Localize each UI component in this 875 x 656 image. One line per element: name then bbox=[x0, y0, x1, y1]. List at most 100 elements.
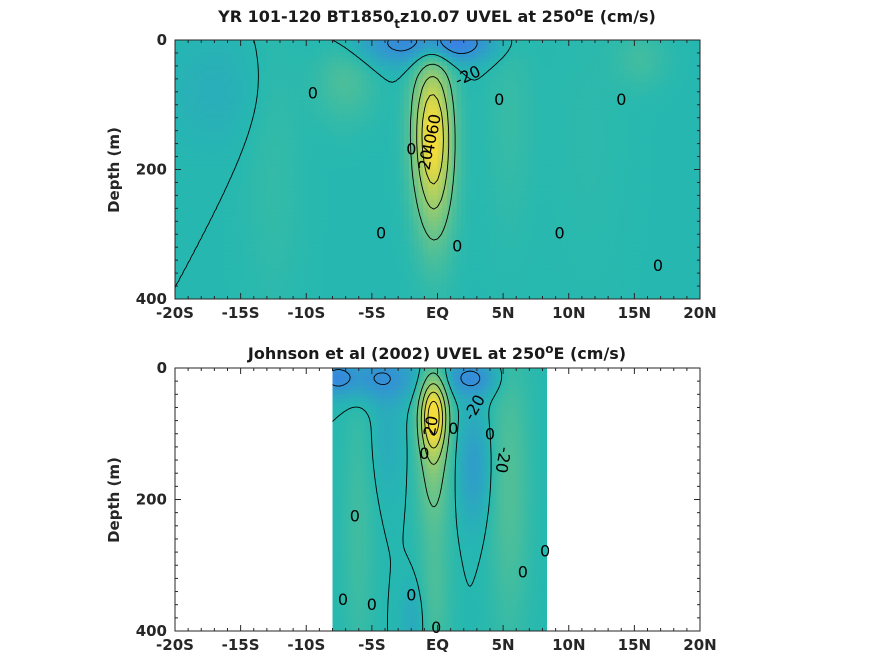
field-cell bbox=[432, 277, 439, 283]
field-cell bbox=[303, 109, 310, 114]
field-cell bbox=[389, 100, 396, 106]
field-cell bbox=[437, 191, 443, 196]
field-cell bbox=[542, 186, 548, 192]
field-cell bbox=[241, 143, 248, 149]
field-cell bbox=[413, 290, 420, 296]
field-cell bbox=[466, 281, 472, 287]
field-cell bbox=[332, 260, 338, 266]
field-cell bbox=[246, 186, 252, 192]
field-cell bbox=[475, 40, 482, 45]
field-cell bbox=[232, 130, 238, 136]
field-cell bbox=[208, 173, 214, 179]
field-cell bbox=[337, 87, 343, 93]
field-cell bbox=[494, 96, 501, 102]
field-cell bbox=[532, 242, 539, 248]
field-cell bbox=[265, 268, 272, 274]
title-part: t bbox=[394, 17, 400, 31]
field-cell bbox=[332, 126, 338, 132]
field-cell bbox=[461, 290, 467, 296]
field-cell bbox=[299, 225, 305, 231]
field-cell bbox=[466, 178, 472, 184]
field-cell bbox=[375, 264, 381, 270]
field-cell bbox=[399, 169, 405, 175]
field-cell bbox=[213, 264, 219, 270]
field-cell bbox=[322, 40, 329, 45]
field-cell bbox=[356, 277, 362, 283]
field-cell bbox=[284, 199, 291, 205]
field-cell bbox=[365, 139, 372, 145]
field-cell bbox=[232, 87, 238, 93]
field-cell bbox=[423, 147, 429, 153]
field-cell bbox=[241, 290, 248, 296]
field-cell bbox=[528, 173, 534, 179]
field-cell bbox=[313, 251, 319, 257]
field-cell bbox=[227, 290, 233, 296]
field-cell bbox=[518, 208, 525, 214]
field-cell bbox=[303, 268, 310, 274]
field-cell bbox=[217, 208, 224, 214]
field-cell bbox=[327, 130, 334, 136]
field-cell bbox=[532, 126, 539, 132]
field-cell bbox=[203, 255, 210, 261]
field-cell bbox=[509, 143, 515, 149]
field-cell bbox=[528, 238, 534, 244]
field-cell bbox=[461, 126, 467, 132]
field-cell bbox=[194, 264, 200, 270]
field-cell bbox=[289, 286, 295, 291]
field-cell bbox=[566, 212, 572, 218]
field-cell bbox=[408, 134, 415, 140]
field-cell bbox=[399, 225, 405, 231]
field-cell bbox=[547, 191, 553, 196]
field-cell bbox=[404, 96, 410, 102]
field-cell bbox=[413, 238, 420, 244]
field-cell bbox=[318, 160, 324, 166]
field-cell bbox=[251, 255, 257, 261]
field-cell bbox=[260, 113, 267, 119]
field-cell bbox=[265, 173, 272, 179]
field-cell bbox=[203, 48, 210, 54]
field-cell bbox=[490, 74, 496, 80]
field-cell bbox=[189, 199, 195, 205]
field-cell bbox=[528, 212, 534, 218]
field-cell bbox=[284, 221, 291, 227]
field-cell bbox=[365, 277, 372, 283]
field-cell bbox=[432, 264, 439, 270]
field-cell bbox=[342, 48, 348, 54]
field-cell bbox=[566, 216, 572, 222]
field-cell bbox=[256, 264, 262, 270]
field-cell bbox=[485, 268, 491, 274]
field-cell bbox=[518, 212, 525, 218]
field-cell bbox=[394, 44, 400, 50]
field-cell bbox=[490, 264, 496, 270]
field-cell bbox=[299, 74, 305, 80]
field-cell bbox=[547, 74, 553, 80]
field-cell bbox=[265, 286, 272, 291]
field-cell bbox=[208, 195, 214, 201]
field-cell bbox=[537, 44, 544, 50]
field-cell bbox=[566, 225, 572, 231]
field-cell bbox=[217, 87, 224, 93]
field-cell bbox=[327, 212, 334, 218]
field-cell bbox=[175, 268, 181, 274]
field-cell bbox=[222, 143, 229, 149]
field-cell bbox=[365, 204, 372, 209]
field-cell bbox=[246, 109, 252, 114]
field-cell bbox=[256, 87, 262, 93]
field-cell bbox=[184, 286, 190, 291]
field-cell bbox=[260, 130, 267, 136]
field-cell bbox=[265, 61, 272, 67]
field-cell bbox=[222, 57, 229, 63]
field-cell bbox=[509, 182, 515, 188]
field-cell bbox=[260, 160, 267, 166]
field-cell bbox=[346, 251, 353, 257]
field-cell bbox=[241, 273, 248, 279]
field-cell bbox=[547, 139, 553, 145]
field-cell bbox=[184, 255, 190, 261]
field-cell bbox=[175, 290, 181, 296]
field-cell bbox=[490, 242, 496, 248]
field-cell bbox=[303, 122, 310, 127]
field-cell bbox=[217, 212, 224, 218]
field-cell bbox=[556, 212, 563, 218]
field-cell bbox=[442, 169, 448, 175]
field-cell bbox=[532, 204, 539, 209]
